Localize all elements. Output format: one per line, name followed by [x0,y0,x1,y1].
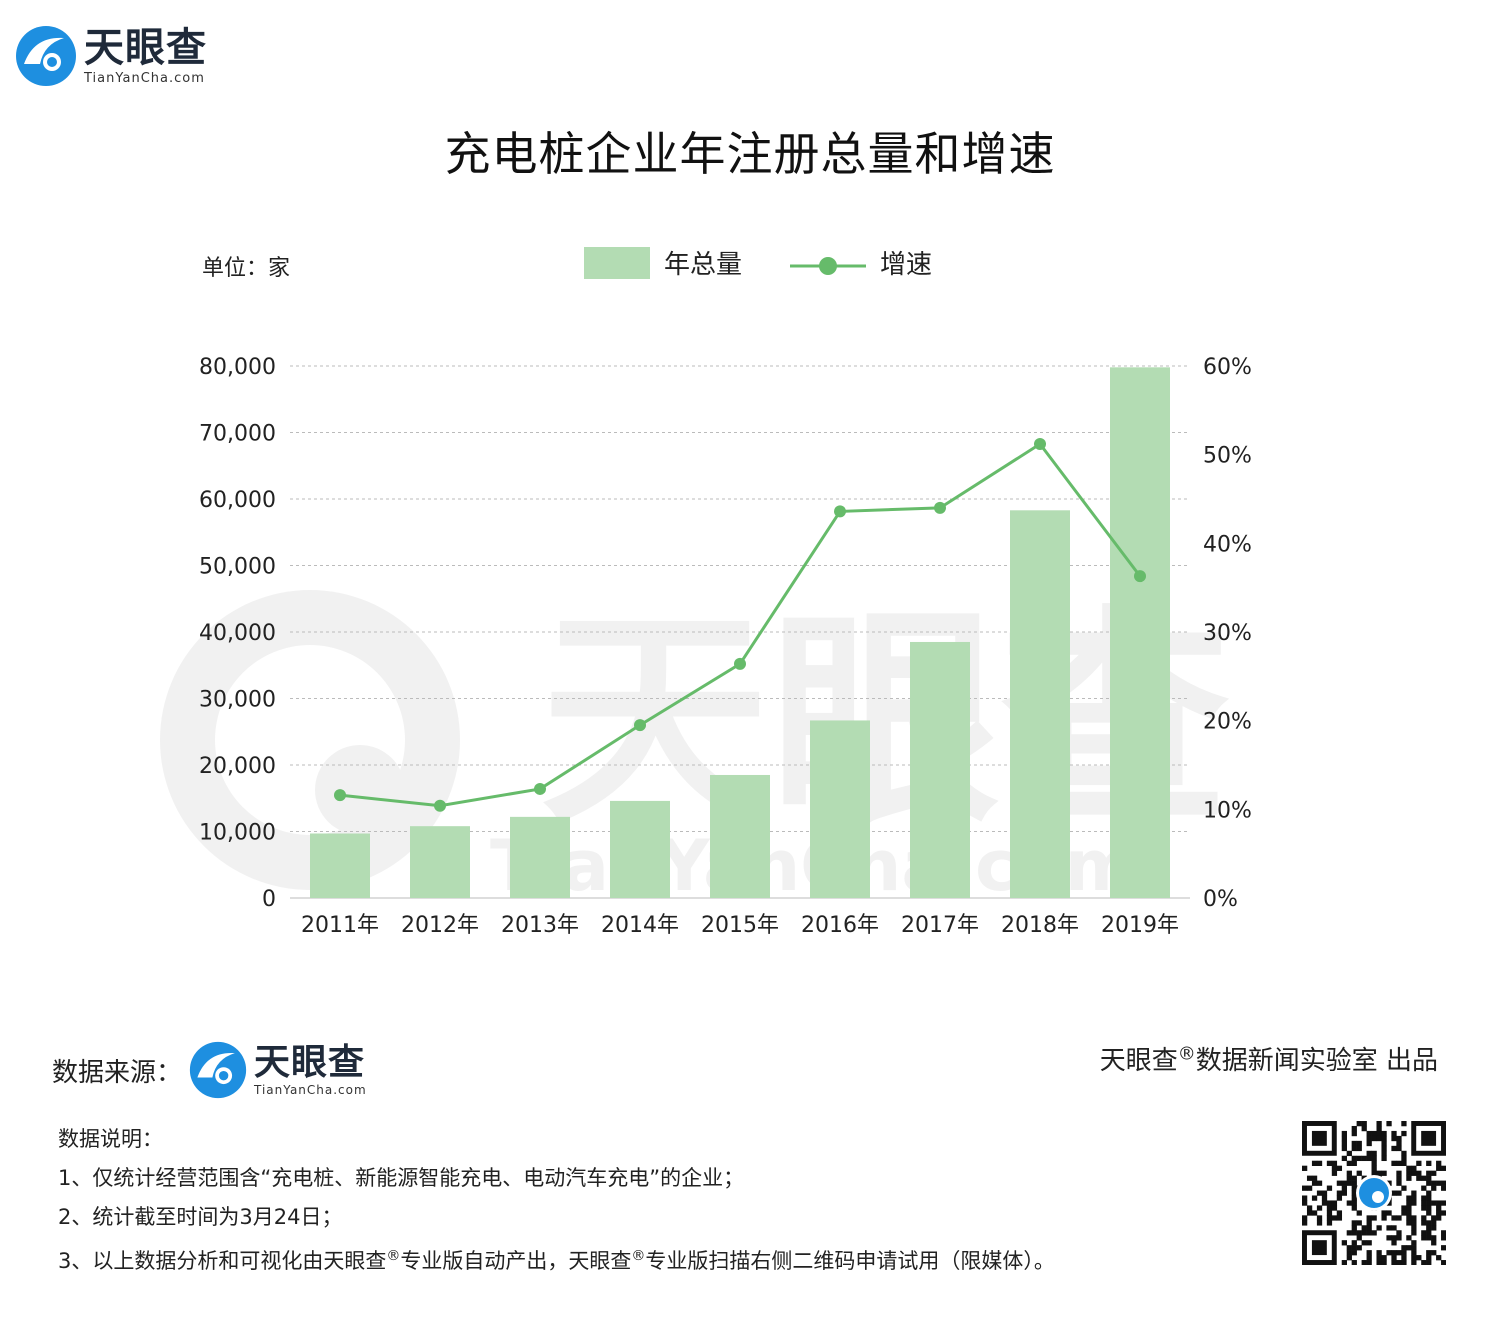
registered-mark: ® [631,1248,646,1264]
chart-title: 充电桩企业年注册总量和增速 [444,127,1056,181]
x-axis-tick-label: 2017年 [901,913,979,938]
growth-point [434,799,446,812]
x-axis-tick-label: 2014年 [601,913,679,938]
notes-heading: 数据说明： [58,1127,163,1151]
growth-point [334,789,346,802]
chart-area: 0 10,000 20,000 30,000 40,000 50,000 60,000 70,… [199,355,1252,938]
right-axis-tick-label: 20% [1203,710,1252,735]
bar [710,774,770,898]
growth-point [834,505,846,518]
bar [510,816,570,898]
left-axis-tick-label: 40,000 [199,621,276,646]
legend-bar-label: 年总量 [664,250,743,280]
right-axis-tick-label: 10% [1203,798,1252,823]
left-axis-tick-label: 0 [262,887,276,912]
x-axis-tick-label: 2013年 [501,913,579,938]
bar [1010,510,1070,898]
notes-line-2: 2、统计截至时间为3月24日； [58,1205,343,1229]
left-axis-tick-label: 20,000 [199,754,276,779]
growth-point [1034,438,1046,451]
growth-point [634,719,646,732]
growth-point [734,657,746,670]
x-axis-tick-label: 2018年 [1001,913,1079,938]
bar [610,800,670,898]
legend-bar-swatch [584,246,650,279]
growth-point [1134,570,1146,583]
logo-brand-text: 天眼查 [84,24,207,71]
data-source-domain: TianYanCha.com [254,1082,367,1097]
tianyancha-logo: 天眼查 TianYanCha.com [14,24,207,88]
right-axis-tick-label: 30% [1203,621,1252,646]
data-source-logo: 天眼查 TianYanCha.com [188,1040,367,1100]
registered-mark: ® [1177,1043,1196,1065]
left-axis-tick-label: 70,000 [199,422,276,447]
notes-line-3-part-c: 专业版扫描右侧二维码申请试用（限媒体）。 [645,1249,1055,1273]
right-axis-tick-label: 0% [1203,887,1238,912]
tianyancha-logo-icon [14,24,78,88]
left-axis-tick-label: 30,000 [199,688,276,713]
growth-point [534,782,546,795]
data-source: 数据来源： 天眼查 TianYanCha.com [52,1040,367,1100]
data-source-brand: 天眼查 [254,1041,366,1083]
right-axis-tick-label: 50% [1203,444,1252,469]
bar [310,833,370,898]
left-axis-tick-label: 60,000 [199,488,276,513]
producer-text: 数据新闻实验室 出品 [1195,1046,1438,1076]
notes-line-3: 3、以上数据分析和可视化由天眼查®专业版自动产出，天眼查®专业版扫描右侧二维码申… [58,1237,1055,1281]
x-axis-tick-label: 2016年 [801,913,879,938]
bar [410,826,470,898]
bar [1110,367,1170,899]
x-axis-tick-label: 2012年 [401,913,479,938]
x-axis-tick-label: 2015年 [701,913,779,938]
logo-domain-text: TianYanCha.com [84,70,205,86]
legend-line-label: 增速 [880,250,933,280]
growth-point [934,501,946,514]
right-axis-tick-label: 60% [1203,355,1252,380]
data-notes: 数据说明： 1、仅统计经营范围含“充电桩、新能源智能充电、电动汽车充电”的企业；… [58,1120,1055,1281]
data-source-logo-icon [188,1040,248,1100]
chart-legend: 年总量 增速 [584,244,932,281]
left-axis-tick-label: 80,000 [199,355,276,380]
x-axis-tick-label: 2011年 [301,913,379,938]
data-source-label: 数据来源： [52,1057,183,1088]
producer-credit: 天眼查®数据新闻实验室 出品 [1100,1040,1438,1077]
x-axis-tick-label: 2019年 [1101,913,1179,938]
left-axis-tick-label: 10,000 [199,821,276,846]
bar [810,720,870,898]
qr-code[interactable] [1302,1121,1446,1265]
notes-line-3-part-a: 3、以上数据分析和可视化由天眼查 [58,1249,387,1273]
notes-line-3-part-b: 专业版自动产出，天眼查 [400,1249,632,1273]
legend-line-swatch [790,253,867,275]
right-axis-tick-label: 40% [1203,532,1252,557]
bar [910,641,970,898]
producer-brand: 天眼查 [1099,1046,1178,1076]
unit-label: 单位：家 [202,256,291,281]
notes-line-1: 1、仅统计经营范围含“充电桩、新能源智能充电、电动汽车充电”的企业； [58,1166,745,1190]
registered-mark: ® [386,1248,401,1264]
left-axis-tick-label: 50,000 [199,555,276,580]
